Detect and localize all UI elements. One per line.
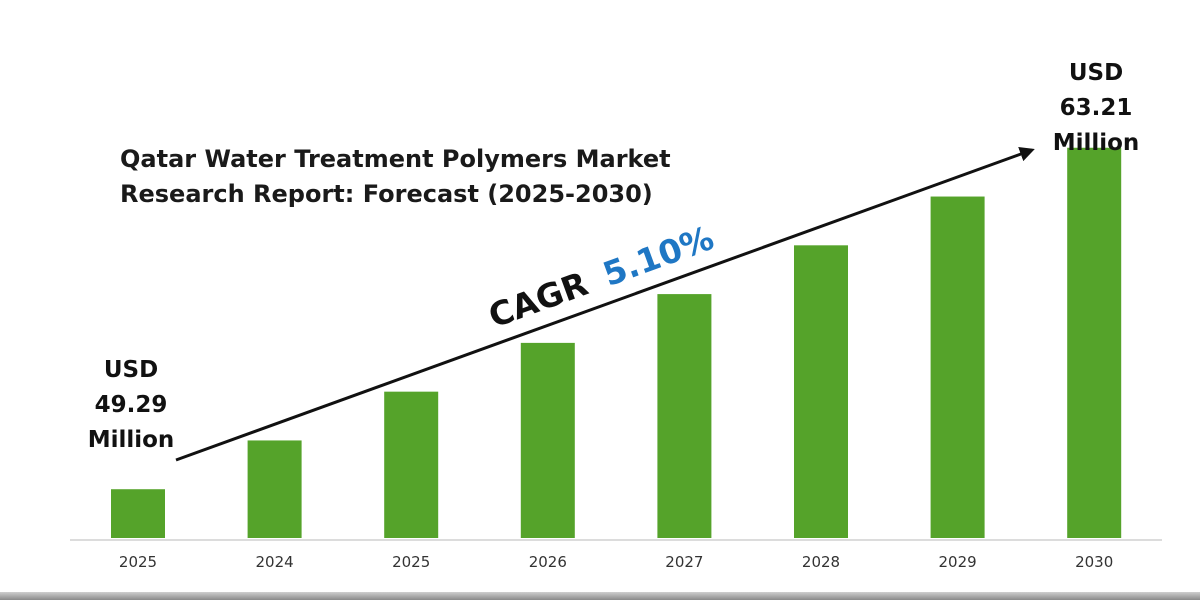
x-tick-label-7: 2030 [1075,553,1113,571]
x-tick-label-0: 2025 [119,553,157,571]
bar-2026-3 [520,342,575,538]
x-tick-label-3: 2026 [529,553,567,571]
chart-title-line-2: Research Report: Forecast (2025-2030) [120,180,653,208]
x-tick-label-6: 2029 [939,553,977,571]
x-tick-label-2: 2025 [392,553,430,571]
start-value-currency: USD [104,357,158,383]
start-value-unit: Million [88,427,175,453]
x-tick-label-1: 2024 [256,553,294,571]
bar-group [111,147,1122,538]
growth-trend-arrow [175,147,1035,462]
start-value-annotation: USD 49.29 Million [88,357,175,453]
x-tick-labels: 2025 2024 2025 2026 2027 2028 2029 2030 [119,553,1113,571]
bar-2025-0 [111,489,165,538]
bar-2028-5 [794,245,848,538]
x-tick-label-4: 2027 [665,553,703,571]
end-value-amount: 63.21 [1060,95,1133,121]
x-tick-label-5: 2028 [802,553,840,571]
cagr-label: CAGR [483,264,592,336]
end-value-currency: USD [1069,60,1123,86]
chart-title-line-1: Qatar Water Treatment Polymers Market [120,145,671,173]
end-value-annotation: USD 63.21 Million [1053,60,1140,156]
bar-2024-1 [247,440,302,538]
start-value-amount: 49.29 [95,392,168,418]
end-value-unit: Million [1053,130,1140,156]
cagr-value: 5.10% [598,218,719,294]
bar-2025-2 [384,391,439,538]
bottom-border-strip [0,592,1200,600]
bar-2029-6 [930,196,985,538]
bar-2027-4 [657,294,712,538]
bar-2030-7 [1067,147,1122,538]
